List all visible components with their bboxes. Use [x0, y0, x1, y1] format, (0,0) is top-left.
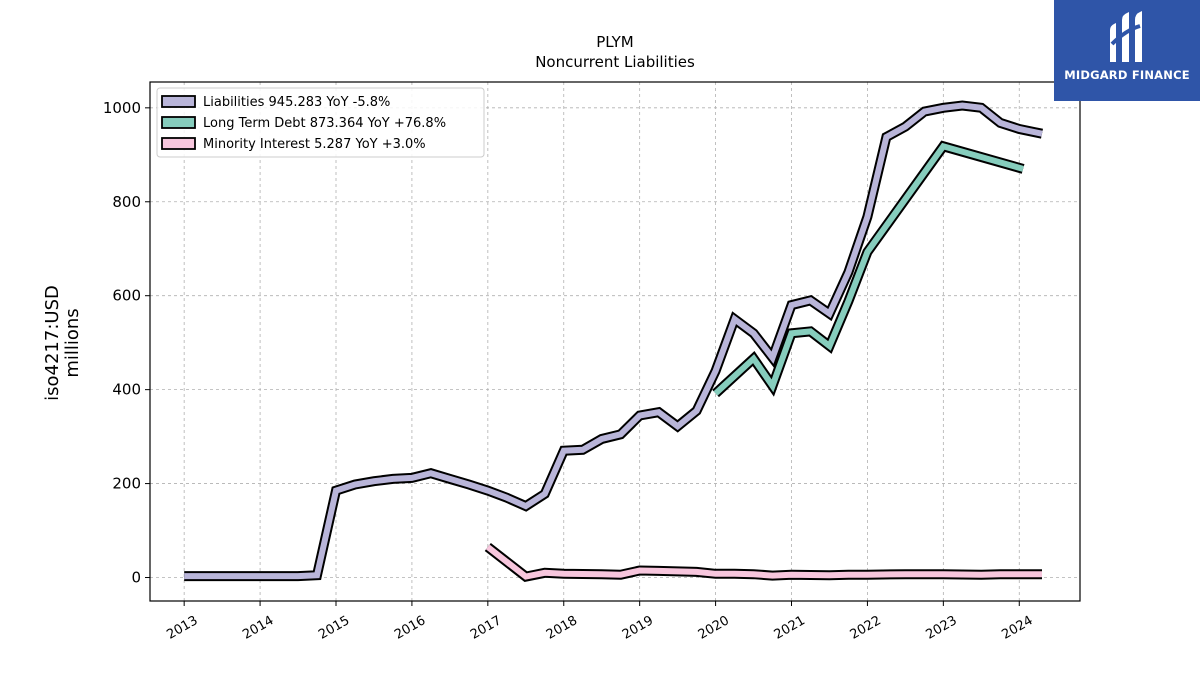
x-tick-label: 2018: [544, 613, 580, 643]
x-tick-label: 2020: [696, 613, 732, 643]
y-tick-label: 200: [112, 475, 141, 493]
y-tick-label: 400: [112, 381, 141, 399]
grid: [150, 82, 1080, 601]
y-axis-label-line1: iso4217:USD: [42, 285, 63, 401]
y-tick-label: 600: [112, 287, 141, 305]
x-tick-label: 2019: [620, 613, 656, 643]
series-liabilities-outline: [184, 100, 1044, 582]
legend-swatch: [161, 116, 196, 129]
series-layer: [184, 100, 1044, 582]
brand-logo: MIDGARD FINANCE: [1054, 0, 1200, 101]
y-ticks: 0 200 400 600 800 1000: [103, 99, 150, 587]
x-tick-label: 2015: [316, 613, 352, 643]
x-tick-label: 2023: [924, 613, 960, 643]
legend-label: Liabilities 945.283 YoY -5.8%: [203, 95, 390, 110]
legend-swatch: [161, 137, 196, 150]
x-tick-label: 2017: [468, 613, 504, 643]
series-liabilities-line: [184, 102, 1043, 580]
x-tick-label: 2021: [772, 613, 808, 643]
y-axis-label: iso4217:USD millions: [42, 285, 83, 401]
x-ticks: 2013 2014 2015 2016 2017 2018 2019 2020 2021 2022…: [164, 601, 1036, 643]
y-axis-label-line2: millions: [62, 308, 83, 377]
brand-name: MIDGARD FINANCE: [1064, 68, 1190, 82]
y-tick-label: 0: [131, 569, 141, 587]
series-long-term-debt-outline: [712, 140, 1025, 398]
legend-box: [156, 87, 485, 158]
x-tick-label: 2022: [848, 613, 884, 643]
legend-swatch: [161, 95, 196, 108]
series-long-term-debt-line: [713, 142, 1024, 396]
series-minority-interest-line: [485, 544, 1042, 580]
legend-label: Minority Interest 5.287 YoY +3.0%: [203, 137, 426, 152]
legend-label: Long Term Debt 873.364 YoY +76.8%: [203, 116, 446, 131]
plot-frame: [149, 81, 1081, 602]
chart-subtitle: Noncurrent Liabilities: [535, 53, 695, 71]
x-tick-label: 2014: [240, 613, 276, 643]
x-tick-label: 2016: [392, 613, 428, 643]
chart-title: PLYM: [596, 33, 634, 51]
x-tick-label: 2013: [164, 613, 200, 643]
brand-mark-icon: [1110, 11, 1142, 62]
legend: Liabilities 945.283 YoY -5.8% Long Term D…: [156, 87, 485, 158]
x-tick-label: 2024: [999, 613, 1035, 643]
y-tick-label: 800: [112, 193, 141, 211]
y-tick-label: 1000: [103, 99, 141, 117]
